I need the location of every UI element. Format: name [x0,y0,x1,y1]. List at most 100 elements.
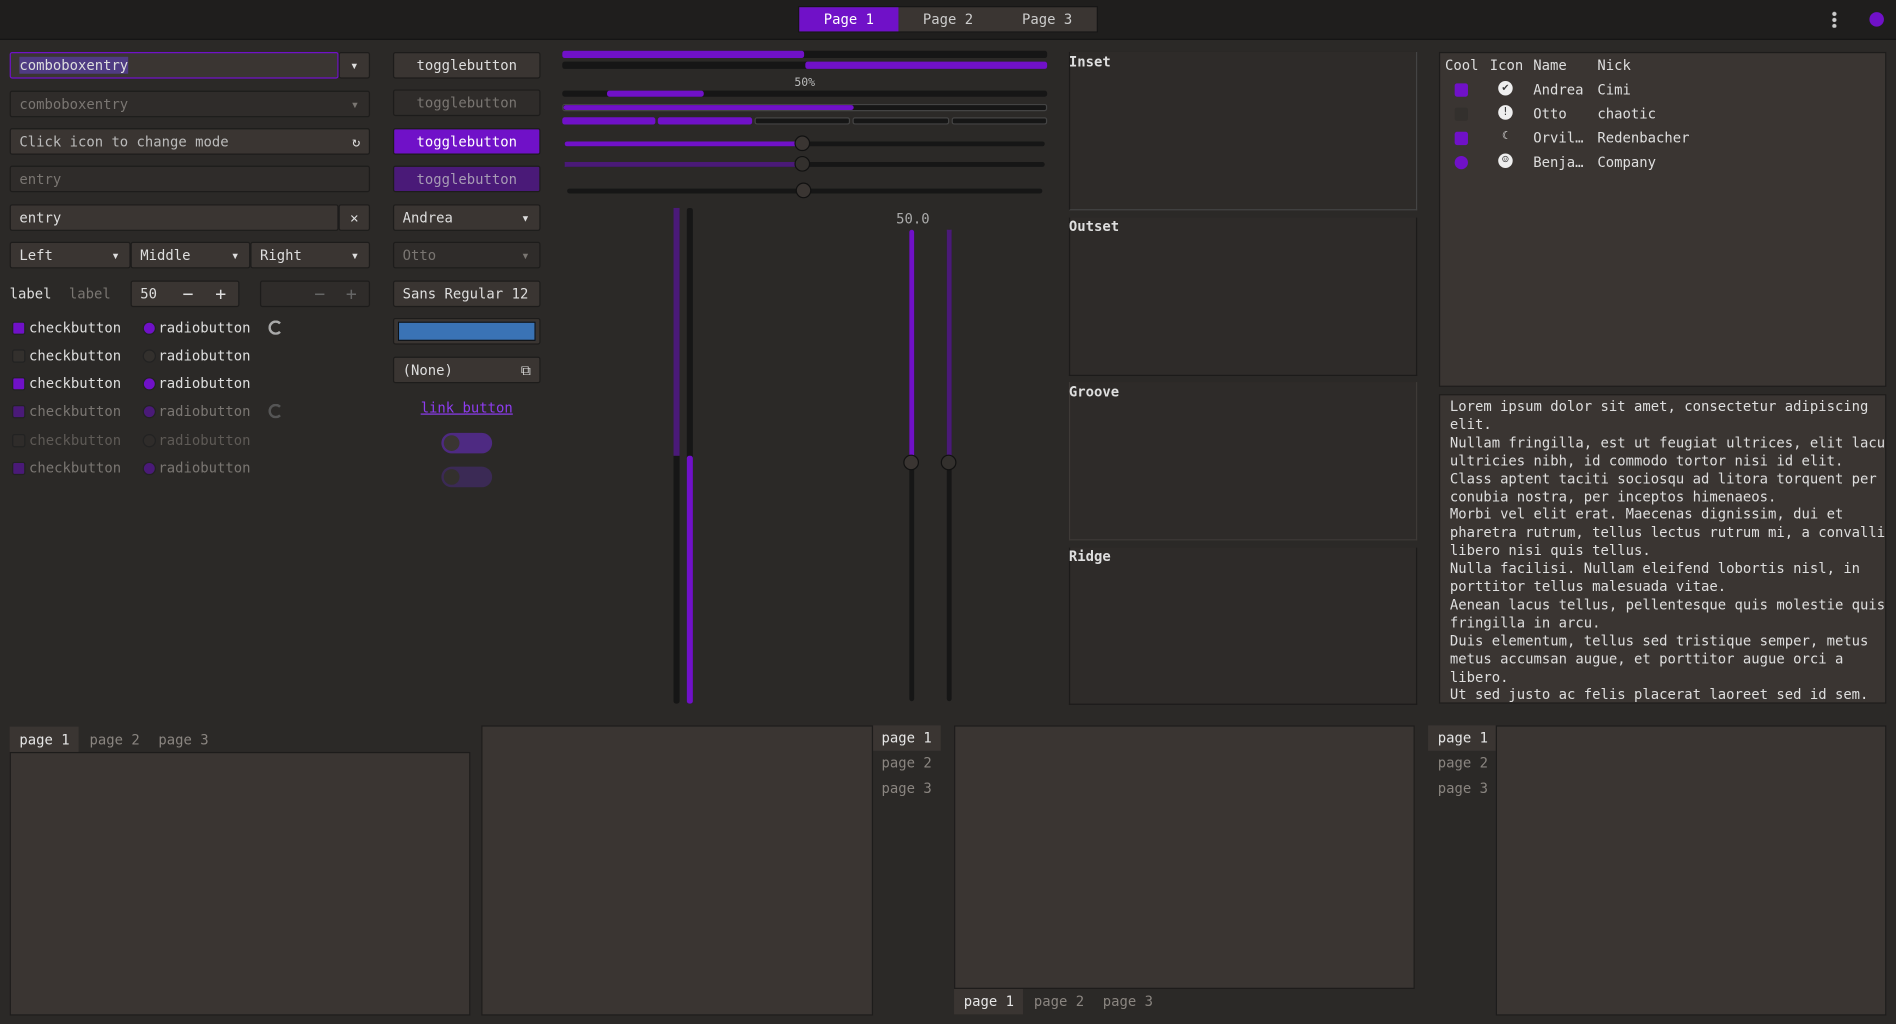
checkbox [12,405,26,419]
stack-tab[interactable]: Page 2 [922,10,974,28]
radio [142,461,156,476]
radio[interactable] [142,321,156,335]
entry: entry [9,165,371,193]
cool-check[interactable] [1454,83,1468,97]
notebook-tab[interactable]: page 1 [954,988,1023,1015]
text-line: Nulla facilisi. Nullam eleifend lobortis… [1449,559,1861,577]
notebook-tab[interactable]: page 1 [873,725,941,751]
text-line: fringilla in arcu. [1449,613,1601,631]
check-label: checkbutton [29,431,122,449]
checkbox[interactable] [12,377,26,391]
text-line: porttitor tellus malesuada vitae. [1449,577,1727,595]
notebook-tab[interactable]: page 3 [158,731,209,749]
switch[interactable] [441,432,493,454]
notebook-tab[interactable]: page 2 [1437,754,1488,772]
combo-right[interactable]: Right ▾ [250,241,371,269]
spinner [268,320,283,335]
text-line: Duis elementum, tellus sed tristique sem… [1449,631,1869,649]
notebook-tab[interactable]: page 3 [1102,992,1154,1010]
nick-cell: chaotic [1597,105,1656,123]
notebook-tab[interactable]: page 2 [881,754,932,772]
radio [142,405,156,419]
close-button[interactable] [1869,12,1884,27]
slider-knob[interactable] [794,135,811,152]
radio [142,434,156,448]
cool-check[interactable] [1454,155,1468,170]
entry-text: comboboxentry [19,56,129,74]
stack-tab[interactable]: Page 3 [1022,10,1073,28]
spin-button-disabled: − + [259,280,371,308]
row-icon: ☾ [1502,130,1509,143]
icon-entry[interactable]: Click icon to change mode ↻ [9,128,371,155]
combo-middle[interactable]: Middle ▾ [130,241,251,269]
notebook-page [954,725,1415,989]
frame-inset [1068,51,1418,211]
combo-box[interactable]: Andrea ▾ [392,204,541,231]
column-header: Cool [1444,56,1479,74]
entry[interactable]: entry [9,204,339,231]
clear-button[interactable]: ✕ [338,204,371,231]
text-line: elit. [1449,415,1492,433]
cool-check[interactable] [1454,107,1468,121]
toggle-button[interactable]: togglebutton [392,128,541,155]
stack-tab[interactable]: Page 1 [799,7,899,32]
combo-text: Otto [402,246,437,264]
radio-label: radiobutton [158,402,251,420]
checkbox[interactable] [12,349,26,363]
notebook-tab[interactable]: page 2 [89,731,140,749]
nick-cell: Redenbacher [1597,129,1690,147]
notebook-page [1495,725,1887,1016]
combo-left[interactable]: Left ▾ [9,241,131,269]
file-chooser[interactable]: (None) ⧉ [392,356,541,384]
combobox-entry[interactable]: comboboxentry [9,51,339,79]
frame-label: Outset [1068,217,1120,235]
checkbox [12,434,26,448]
notebook-tab[interactable]: page 3 [1437,779,1488,797]
checkbox[interactable] [12,321,26,335]
radio[interactable] [142,377,156,391]
text-line: Morbi vel elit erat. Maecenas dignissim,… [1449,505,1844,523]
font-button[interactable]: Sans Regular 12 [392,280,541,308]
font-name: Sans Regular [402,285,504,303]
dropdown-button[interactable]: ▾ [338,51,371,79]
link-button[interactable]: link button [420,398,513,416]
nick-cell: Cimi [1597,81,1631,98]
slider-knob [940,454,957,471]
name-cell: Otto [1533,105,1567,123]
radio[interactable] [142,349,156,363]
toggle-button[interactable]: togglebutton [392,51,541,79]
level-bar [562,103,1048,112]
label: label [9,285,52,303]
cool-check[interactable] [1454,131,1468,146]
slider-knob[interactable] [903,454,919,471]
row-icon: ✔ [1498,81,1513,96]
entry-text: entry [19,170,62,188]
notebook-tab[interactable]: page 2 [1033,992,1085,1010]
notebook-tab[interactable]: page 1 [9,726,79,752]
check-label: checkbutton [29,319,122,337]
progress-bar [562,90,1048,97]
name-cell: Orvil… [1533,129,1584,147]
radio-label: radiobutton [158,459,251,477]
toggle-button: togglebutton [392,165,541,193]
row-icon: ! [1498,105,1513,120]
progress-bar [562,61,1048,69]
text-view: Lorem ipsum dolor sit amet, consectetur … [1438,394,1887,704]
notebook-tab[interactable]: page 3 [881,779,932,797]
slider-knob[interactable] [795,182,812,199]
notebook-tab[interactable]: page 1 [1428,725,1496,751]
checkbox [12,461,26,476]
entry-text: entry [19,209,62,227]
tree-view: Cool Icon Name Nick ✔ Andrea Cimi! Otto chaotic ☾… [1438,51,1887,387]
radio-label: radiobutton [158,374,251,392]
text-line: Aenean lacus tellus, pellentesque quis m… [1449,595,1887,613]
check-label: checkbutton [29,459,122,477]
check-label: checkbutton [29,374,122,392]
combobox-entry: comboboxentry ▾ [9,90,371,118]
color-button[interactable] [392,317,541,345]
text-line: libero nisi quis tellus. [1449,541,1651,559]
menu-icon[interactable] [1831,10,1837,28]
spin-button[interactable]: 50− + [130,280,240,308]
